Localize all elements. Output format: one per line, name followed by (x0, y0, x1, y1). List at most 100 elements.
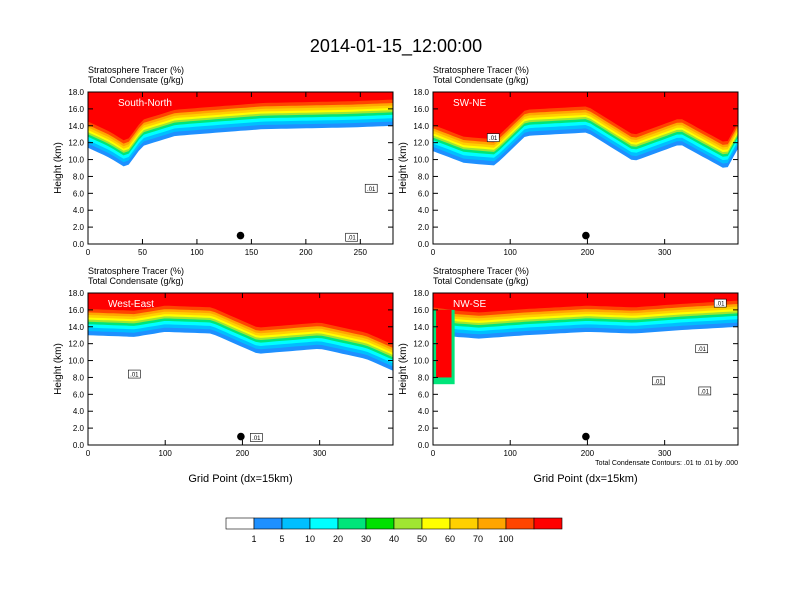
colorbar-cell (365, 517, 395, 530)
y-axis-label: Height (km) (53, 343, 64, 395)
y-tick-label: 2.0 (418, 424, 430, 433)
x-tick-label: 200 (581, 248, 595, 257)
y-tick-label: 4.0 (73, 206, 85, 215)
y-tick-label: 4.0 (418, 407, 430, 416)
y-tick-label: 16.0 (68, 306, 84, 315)
colorbar-cell (253, 517, 283, 530)
colorbar-cell (337, 517, 367, 530)
contour-label-box (128, 369, 141, 379)
colorbar-label: 20 (333, 534, 343, 544)
x-tick-label: 50 (138, 248, 147, 257)
x-tick-label: 200 (236, 449, 250, 458)
contour-label: Total Condensate (g/kg) (88, 75, 184, 85)
colorbar-label: 70 (473, 534, 483, 544)
contour-label-box (250, 433, 263, 442)
y-tick-label: 18.0 (68, 289, 84, 298)
x-tick-label: 100 (159, 449, 173, 458)
contour-value-label: .01 (716, 302, 725, 308)
y-tick-label: 2.0 (73, 424, 85, 433)
x-tick-label: 100 (190, 248, 204, 257)
colorbar-cell (309, 517, 339, 530)
colorbar-label: 30 (361, 534, 371, 544)
x-tick-label: 0 (86, 248, 91, 257)
y-tick-label: 12.0 (413, 340, 429, 349)
plot-frame (87, 91, 394, 245)
colorbar-cell (449, 517, 479, 530)
plot-frame (432, 292, 739, 446)
contour-label: Total Condensate (g/kg) (433, 276, 529, 286)
y-tick-label: 10.0 (413, 357, 429, 366)
colorbar-cell (225, 517, 255, 530)
colorbar-cell (505, 517, 535, 530)
colorbar-label: 5 (279, 534, 284, 544)
colorbar-cell (477, 517, 507, 530)
x-tick-label: 0 (431, 449, 436, 458)
contour-value-label: .01 (654, 379, 663, 385)
x-tick-label: 150 (245, 248, 259, 257)
field-label: Stratosphere Tracer (%) (88, 266, 184, 276)
y-tick-label: 10.0 (68, 156, 84, 165)
y-tick-label: 6.0 (418, 189, 430, 198)
panel-1: Stratosphere Tracer (%)Total Condensate … (53, 65, 394, 257)
figure-title: 2014-01-15_12:00:00 (310, 36, 482, 57)
contour-value-label: .01 (489, 136, 498, 142)
field-label: Stratosphere Tracer (%) (433, 266, 529, 276)
y-tick-label: 8.0 (73, 172, 85, 181)
x-axis-label: Grid Point (dx=15km) (533, 473, 637, 485)
intrusion-core (436, 309, 452, 378)
y-tick-label: 18.0 (413, 88, 429, 97)
y-tick-label: 14.0 (68, 122, 84, 131)
tracer-field (433, 92, 738, 168)
y-tick-label: 8.0 (418, 373, 430, 382)
plot-frame (432, 91, 739, 245)
panels: Stratosphere Tracer (%)Total Condensate … (53, 65, 739, 485)
y-tick-label: 18.0 (68, 88, 84, 97)
tracer-field (88, 293, 393, 371)
x-tick-label: 300 (658, 248, 672, 257)
y-tick-label: 0.0 (418, 441, 430, 450)
contour-label-box (345, 232, 358, 242)
tracer-band-9 (433, 92, 738, 142)
y-tick-label: 14.0 (413, 323, 429, 332)
panel-label: SW-NE (453, 98, 486, 109)
y-tick-label: 12.0 (413, 139, 429, 148)
colorbar: 1 5 10 20 30 40 50 60 70 100 (225, 517, 563, 544)
y-tick-label: 10.0 (413, 156, 429, 165)
contour-label: Total Condensate (g/kg) (88, 276, 184, 286)
x-tick-label: 250 (354, 248, 368, 257)
y-tick-label: 16.0 (68, 105, 84, 114)
y-tick-label: 2.0 (418, 223, 430, 232)
colorbar-label: 50 (417, 534, 427, 544)
panel-label: West-East (108, 299, 154, 310)
x-axis-label: Grid Point (dx=15km) (188, 473, 292, 485)
panel-2: Stratosphere Tracer (%)Total Condensate … (398, 65, 739, 257)
plot-frame (87, 292, 394, 446)
panel-label: South-North (118, 98, 172, 109)
y-tick-label: 2.0 (73, 223, 85, 232)
contour-value-label: .01 (698, 347, 707, 353)
x-tick-label: 300 (658, 449, 672, 458)
contour-value-label: .01 (130, 373, 139, 379)
y-tick-label: 12.0 (68, 139, 84, 148)
colorbar-cell (393, 517, 423, 530)
field-label: Stratosphere Tracer (%) (433, 65, 529, 75)
contour-label: Total Condensate (g/kg) (433, 75, 529, 85)
y-axis-label: Height (km) (398, 343, 409, 395)
x-tick-label: 200 (299, 248, 313, 257)
y-tick-label: 8.0 (73, 373, 85, 382)
contour-value-label: .01 (252, 436, 261, 442)
contour-label-box (364, 183, 378, 193)
y-tick-label: 8.0 (418, 172, 430, 181)
y-tick-label: 14.0 (68, 323, 84, 332)
contour-value-label: .01 (347, 236, 356, 242)
x-tick-label: 100 (504, 248, 518, 257)
y-tick-label: 6.0 (73, 189, 85, 198)
x-tick-label: 0 (431, 248, 436, 257)
contour-label-box (698, 386, 712, 396)
y-tick-label: 12.0 (68, 340, 84, 349)
panel-4: Stratosphere Tracer (%)Total Condensate … (398, 266, 739, 485)
location-marker (582, 231, 590, 240)
x-tick-label: 0 (86, 449, 91, 458)
colorbar-label: 100 (498, 534, 513, 544)
